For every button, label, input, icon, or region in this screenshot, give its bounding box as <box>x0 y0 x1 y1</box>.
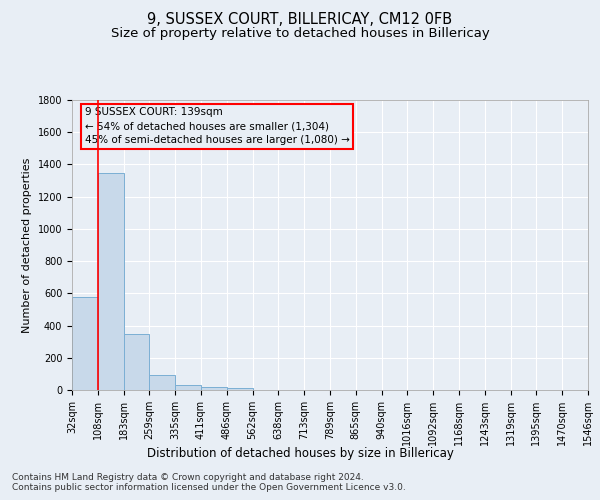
Text: Contains public sector information licensed under the Open Government Licence v3: Contains public sector information licen… <box>12 484 406 492</box>
Bar <box>175 385 201 390</box>
Bar <box>201 387 227 390</box>
Bar <box>98 172 124 390</box>
Y-axis label: Number of detached properties: Number of detached properties <box>22 158 32 332</box>
Text: 9, SUSSEX COURT, BILLERICAY, CM12 0FB: 9, SUSSEX COURT, BILLERICAY, CM12 0FB <box>148 12 452 28</box>
Text: 9 SUSSEX COURT: 139sqm
← 54% of detached houses are smaller (1,304)
45% of semi-: 9 SUSSEX COURT: 139sqm ← 54% of detached… <box>85 108 350 146</box>
Text: Contains HM Land Registry data © Crown copyright and database right 2024.: Contains HM Land Registry data © Crown c… <box>12 472 364 482</box>
Bar <box>227 388 253 390</box>
Text: Size of property relative to detached houses in Billericay: Size of property relative to detached ho… <box>110 28 490 40</box>
Bar <box>124 334 149 390</box>
Bar <box>149 374 175 390</box>
Bar <box>72 296 98 390</box>
Text: Distribution of detached houses by size in Billericay: Distribution of detached houses by size … <box>146 448 454 460</box>
